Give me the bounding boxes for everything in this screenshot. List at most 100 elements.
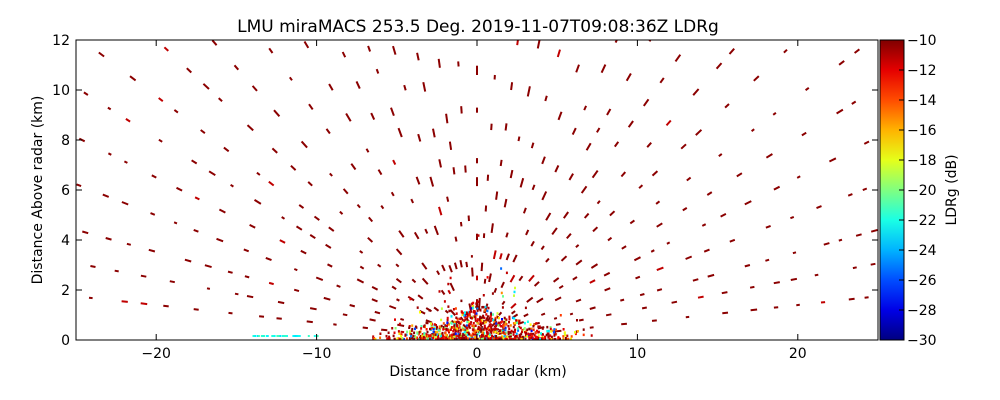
ldr-pixel bbox=[497, 316, 500, 320]
ldr-streak bbox=[148, 248, 156, 253]
ldr-pixel bbox=[499, 321, 502, 324]
ldr-streak bbox=[391, 285, 397, 290]
ldr-pixel bbox=[504, 326, 507, 330]
ldr-pixel bbox=[486, 309, 489, 313]
ldr-pixel bbox=[482, 316, 485, 319]
colorbar-tick-label: −24 bbox=[907, 243, 937, 259]
ldr-pixel bbox=[394, 327, 397, 330]
ldr-pixel bbox=[488, 323, 491, 326]
ldr-streak bbox=[194, 196, 200, 201]
ldr-streak bbox=[578, 318, 584, 322]
ldr-pixel bbox=[466, 315, 469, 318]
ldr-streak bbox=[421, 277, 429, 285]
y-tick-label: 4 bbox=[61, 233, 70, 249]
ldr-pixel bbox=[482, 328, 485, 331]
ldr-streak bbox=[288, 76, 293, 81]
ldr-streak bbox=[396, 298, 400, 302]
ldr-pixel bbox=[459, 332, 462, 335]
ldr-pixel bbox=[513, 337, 516, 340]
ldr-pixel bbox=[475, 312, 478, 315]
ldr-pixel bbox=[470, 307, 473, 310]
ldr-streak bbox=[395, 263, 400, 268]
ldr-pixel bbox=[554, 338, 557, 340]
ldr-pixel bbox=[549, 327, 552, 331]
ldr-streak bbox=[703, 248, 710, 253]
x-axis: −20 −10 0 10 20 bbox=[141, 40, 807, 362]
ldr-pixel bbox=[534, 335, 537, 339]
ldr-streak bbox=[374, 310, 381, 315]
ldr-streak bbox=[674, 54, 682, 62]
ldr-pixel bbox=[402, 337, 405, 340]
ldr-pixel bbox=[482, 334, 485, 337]
ldr-streak bbox=[655, 200, 661, 205]
ldr-streak bbox=[467, 323, 472, 330]
ldr-pixel bbox=[519, 326, 522, 330]
ldr-streak bbox=[140, 274, 147, 278]
ldr-streak bbox=[151, 174, 157, 179]
ldr-streak bbox=[293, 288, 300, 293]
ldr-streak bbox=[445, 113, 449, 124]
ldr-pixel bbox=[454, 329, 457, 332]
ldr-pixel bbox=[530, 327, 533, 331]
ldr-streak bbox=[671, 300, 678, 304]
ldr-pixel bbox=[552, 331, 555, 334]
ldr-pixel bbox=[440, 333, 443, 336]
ldr-pixel bbox=[505, 331, 508, 335]
ldr-streak bbox=[635, 275, 641, 280]
ldr-pixel bbox=[452, 308, 455, 311]
ldr-pixel bbox=[473, 337, 476, 340]
ldr-streak bbox=[498, 311, 503, 316]
ldr-streak bbox=[390, 107, 395, 117]
ldr-streak bbox=[575, 64, 580, 73]
ldr-pixel bbox=[544, 335, 546, 339]
ldr-pixel bbox=[533, 323, 536, 327]
ldr-streak bbox=[701, 223, 707, 227]
ldr-pixel bbox=[472, 301, 475, 305]
ldr-pixel bbox=[495, 327, 498, 331]
ldr-pixel bbox=[539, 338, 542, 340]
ldr-pixel bbox=[464, 329, 467, 332]
ldr-streak bbox=[656, 266, 664, 272]
ldr-streak bbox=[606, 108, 612, 116]
ldr-streak bbox=[230, 183, 234, 188]
ldr-streak bbox=[246, 295, 254, 299]
y-tick-label: 12 bbox=[52, 33, 70, 49]
ldr-streak bbox=[580, 185, 588, 194]
ldr-pixel bbox=[463, 337, 466, 340]
ldr-streak bbox=[783, 48, 788, 54]
ldr-streak bbox=[371, 286, 379, 291]
ldr-pixel bbox=[458, 336, 461, 340]
ldr-pixel bbox=[441, 334, 444, 338]
ldr-streak bbox=[499, 159, 503, 167]
ldr-pixel bbox=[425, 337, 428, 340]
ldr-streak bbox=[268, 180, 275, 187]
ldr-streak bbox=[682, 207, 688, 212]
ldr-pixel bbox=[475, 335, 478, 338]
ldr-pixel bbox=[490, 331, 493, 335]
ldr-streak bbox=[648, 40, 652, 42]
ldr-pixel bbox=[435, 330, 438, 334]
ldr-streak bbox=[665, 119, 672, 127]
ldr-pixel bbox=[436, 330, 439, 334]
ldr-pixel bbox=[495, 335, 498, 338]
ldr-pixel bbox=[485, 313, 488, 316]
ldr-streak bbox=[847, 193, 853, 197]
ldr-streak bbox=[356, 203, 361, 209]
ldr-pixel bbox=[553, 332, 556, 336]
ldr-pixel bbox=[529, 336, 532, 340]
ldr-pixel bbox=[566, 334, 569, 338]
ldr-pixel bbox=[554, 333, 557, 336]
ldr-pixel bbox=[437, 334, 440, 338]
ldr-pixel bbox=[464, 335, 467, 338]
ldr-streak bbox=[90, 265, 96, 268]
ldr-streak bbox=[268, 47, 274, 54]
ldr-streak bbox=[828, 157, 837, 163]
ldr-pixel bbox=[476, 329, 479, 332]
ldr-pixel bbox=[511, 316, 514, 320]
ldr-pixel bbox=[416, 306, 419, 309]
ldr-pixel bbox=[484, 326, 487, 330]
ldr-pixel bbox=[541, 336, 544, 339]
ldr-streak bbox=[403, 84, 407, 91]
ldr-pixel bbox=[277, 335, 280, 337]
ldr-streak bbox=[452, 167, 456, 175]
